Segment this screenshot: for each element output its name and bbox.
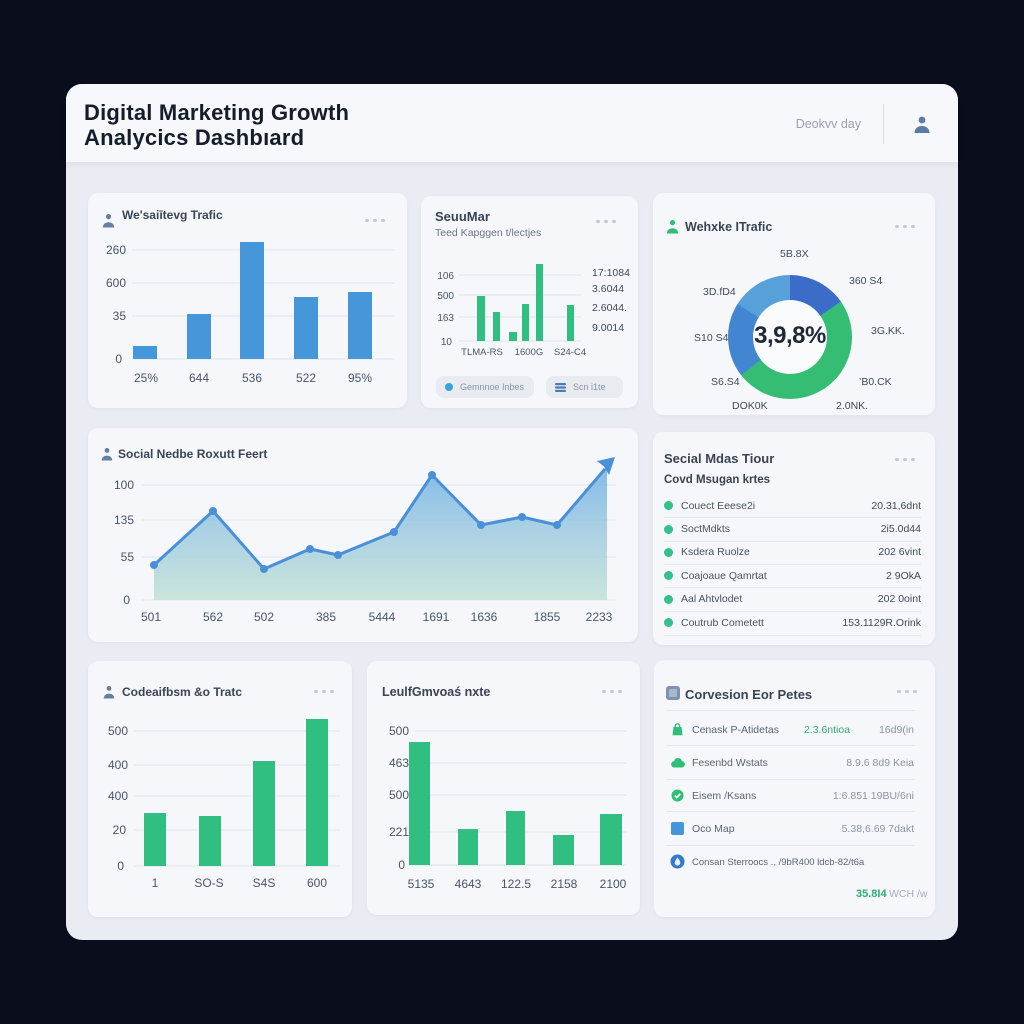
svg-text:0: 0 bbox=[398, 858, 405, 872]
svg-text:1: 1 bbox=[152, 876, 159, 890]
svg-text:5135: 5135 bbox=[408, 877, 435, 891]
svg-text:55: 55 bbox=[121, 550, 135, 564]
svg-text:500: 500 bbox=[437, 291, 454, 302]
svg-text:9.0014: 9.0014 bbox=[592, 322, 624, 334]
svg-text:3.6044: 3.6044 bbox=[592, 283, 624, 295]
svg-text:522: 522 bbox=[296, 371, 316, 385]
svg-text:1636: 1636 bbox=[471, 610, 498, 624]
svg-text:221: 221 bbox=[389, 825, 409, 839]
svg-text:644: 644 bbox=[189, 371, 209, 385]
svg-text:501: 501 bbox=[141, 610, 161, 624]
svg-text:2100: 2100 bbox=[600, 877, 627, 891]
svg-text:163: 163 bbox=[437, 313, 454, 324]
svg-text:2158: 2158 bbox=[551, 877, 578, 891]
svg-text:600: 600 bbox=[106, 276, 126, 290]
svg-text:2.6044.: 2.6044. bbox=[592, 302, 627, 314]
svg-text:500: 500 bbox=[389, 788, 409, 802]
svg-text:SO-S: SO-S bbox=[194, 876, 223, 890]
svg-text:4643: 4643 bbox=[455, 877, 482, 891]
svg-text:400: 400 bbox=[108, 758, 128, 772]
svg-text:17:1084: 17:1084 bbox=[592, 267, 630, 279]
svg-text:S4S: S4S bbox=[253, 876, 276, 890]
svg-text:TLMA-RS: TLMA-RS bbox=[461, 347, 503, 358]
svg-text:0: 0 bbox=[117, 859, 124, 873]
svg-text:463: 463 bbox=[389, 756, 409, 770]
svg-text:600: 600 bbox=[307, 876, 327, 890]
svg-text:500: 500 bbox=[389, 724, 409, 738]
svg-text:135: 135 bbox=[114, 513, 134, 527]
svg-text:1600G: 1600G bbox=[515, 347, 544, 358]
svg-text:10: 10 bbox=[441, 337, 453, 348]
svg-text:35: 35 bbox=[113, 309, 127, 323]
svg-text:95%: 95% bbox=[348, 371, 372, 385]
svg-text:2233: 2233 bbox=[586, 610, 613, 624]
svg-text:536: 536 bbox=[242, 371, 262, 385]
svg-text:20: 20 bbox=[113, 823, 127, 837]
svg-text:100: 100 bbox=[114, 478, 134, 492]
svg-text:106: 106 bbox=[437, 271, 454, 282]
svg-text:1691: 1691 bbox=[423, 610, 450, 624]
svg-text:1855: 1855 bbox=[534, 610, 561, 624]
svg-text:400: 400 bbox=[108, 789, 128, 803]
svg-text:0: 0 bbox=[115, 352, 122, 366]
svg-text:260: 260 bbox=[106, 243, 126, 257]
svg-text:0: 0 bbox=[123, 593, 130, 607]
svg-text:122.5: 122.5 bbox=[501, 877, 531, 891]
svg-text:25%: 25% bbox=[134, 371, 158, 385]
svg-text:500: 500 bbox=[108, 724, 128, 738]
svg-text:5444: 5444 bbox=[369, 610, 396, 624]
svg-text:502: 502 bbox=[254, 610, 274, 624]
svg-text:S24-C4: S24-C4 bbox=[554, 347, 586, 358]
svg-text:562: 562 bbox=[203, 610, 223, 624]
svg-text:385: 385 bbox=[316, 610, 336, 624]
